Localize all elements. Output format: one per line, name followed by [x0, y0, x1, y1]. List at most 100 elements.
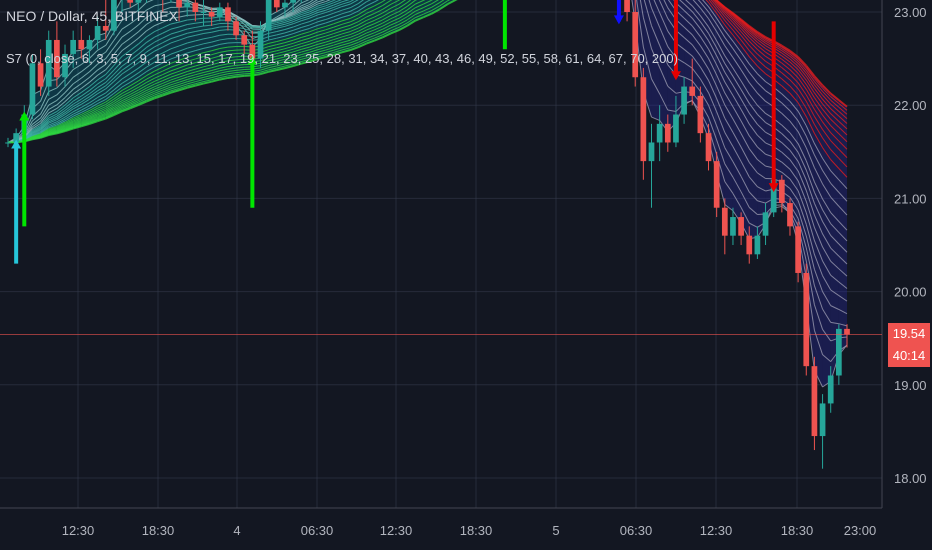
ribbon-line — [716, 6, 726, 18]
ribbon-line — [292, 33, 302, 38]
ribbon-line — [276, 58, 286, 62]
ribbon-line — [708, 11, 718, 25]
ribbon-line — [292, 46, 302, 50]
ribbon-line — [349, 27, 359, 33]
ribbon-line — [301, 9, 310, 14]
ribbon-line — [374, 12, 383, 18]
ribbon-line — [219, 76, 229, 81]
ribbon-line — [105, 73, 115, 83]
ribbon-line — [48, 117, 58, 123]
ribbon-fill — [333, 0, 342, 55]
ribbon-line — [708, 18, 718, 32]
ribbon-line — [227, 45, 237, 48]
ribbon-line — [374, 1, 383, 7]
ribbon-line — [781, 62, 791, 71]
ribbon-line — [64, 69, 74, 80]
ribbon-line — [56, 123, 66, 128]
ribbon-line — [284, 61, 294, 65]
candle-body — [730, 217, 736, 236]
ribbon-line — [724, 147, 734, 162]
ribbon-line — [431, 2, 440, 8]
ribbon-line — [830, 260, 840, 270]
ribbon-line — [822, 308, 832, 323]
ribbon-line — [292, 5, 302, 12]
ribbon-line — [40, 134, 50, 139]
ribbon-line — [162, 23, 172, 29]
candle-body — [216, 7, 223, 17]
ribbon-line — [382, 7, 392, 14]
ribbon-line — [284, 10, 294, 17]
ribbon-line — [137, 36, 147, 45]
ribbon-line — [211, 16, 220, 19]
ribbon-line — [724, 9, 734, 19]
ribbon-line — [81, 115, 90, 120]
ribbon-line — [748, 63, 758, 75]
ribbon-line — [268, 65, 277, 69]
ribbon-line — [89, 100, 98, 107]
ribbon-line — [276, 38, 286, 42]
x-tick-label: 23:00 — [844, 523, 877, 538]
ribbon-line — [301, 1, 310, 7]
ribbon-line — [162, 33, 172, 39]
ribbon-line — [236, 55, 245, 58]
ribbon-line — [219, 53, 229, 57]
ribbon-line — [154, 80, 163, 85]
ribbon-line — [382, 30, 392, 36]
candle-body — [86, 39, 93, 50]
ribbon-line — [398, 2, 408, 9]
ribbon-fill — [765, 37, 774, 225]
ribbon-line — [317, 19, 326, 23]
ribbon-line — [89, 63, 98, 73]
ribbon-line — [648, 0, 652, 9]
ribbon-line — [219, 50, 229, 53]
ribbon-line — [203, 67, 212, 71]
ribbon-line — [32, 124, 41, 131]
ribbon-line — [113, 110, 123, 116]
ribbon-line — [732, 132, 742, 148]
ribbon-line — [89, 118, 98, 123]
ribbon-line — [789, 58, 799, 67]
ribbon-line — [187, 79, 196, 83]
ribbon-line — [137, 2, 147, 11]
ribbon-line — [40, 126, 50, 133]
ribbon-line — [170, 81, 180, 86]
ribbon-line — [178, 24, 188, 28]
indicator-legend[interactable]: S7 (0, close, 6, 3, 5, 7, 9, 11, 13, 15,… — [6, 51, 678, 66]
ribbon-line — [146, 56, 155, 63]
ribbon-line — [81, 96, 90, 103]
ribbon-line — [284, 21, 294, 25]
ribbon-line — [366, 16, 375, 21]
ribbon-line — [797, 94, 807, 109]
ribbon-line — [366, 23, 375, 28]
ribbon-line — [187, 71, 196, 75]
ribbon-line — [276, 61, 286, 65]
ribbon-line — [32, 113, 41, 122]
ribbon-line — [708, 33, 718, 49]
ribbon-line — [813, 203, 824, 222]
ribbon-line — [64, 120, 74, 126]
ribbon-line — [284, 29, 294, 34]
ribbon-line — [227, 69, 237, 73]
ribbon-line — [268, 63, 277, 67]
ribbon-line — [56, 97, 66, 106]
ribbon-line — [797, 190, 807, 213]
ribbon-line — [374, 19, 383, 25]
ribbon-line — [146, 25, 155, 32]
ribbon-fill — [724, 7, 733, 211]
ribbon-line — [121, 81, 131, 88]
ribbon-line — [797, 73, 807, 85]
ribbon-line — [757, 159, 766, 167]
ribbon-line — [398, 22, 408, 28]
ribbon-line — [97, 63, 107, 71]
ribbon-line — [146, 97, 155, 103]
ribbon-line — [154, 82, 163, 88]
ribbon-line — [724, 8, 734, 17]
ribbon-line — [830, 235, 840, 245]
ribbon-line — [398, 9, 408, 16]
ribbon-line — [211, 78, 221, 83]
ribbon-line — [748, 72, 758, 83]
ribbon-line — [813, 167, 824, 185]
ribbon-line — [64, 103, 74, 111]
ribbon-line — [757, 92, 766, 102]
